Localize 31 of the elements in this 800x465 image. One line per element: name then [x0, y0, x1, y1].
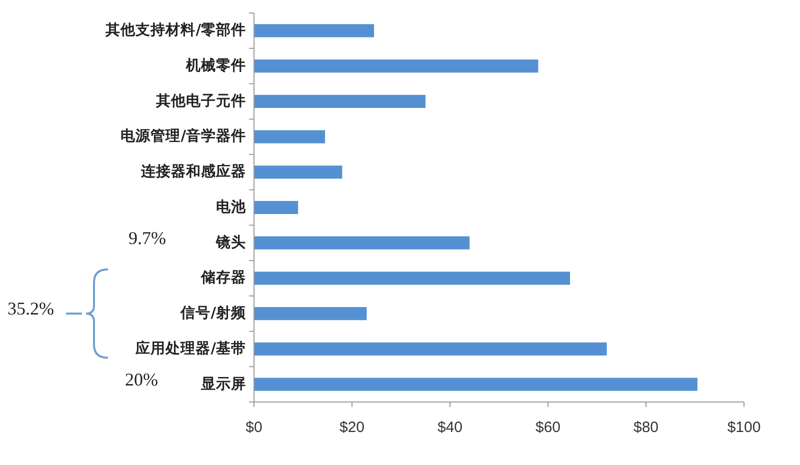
text: 35.2% [8, 298, 54, 319]
bar [254, 378, 698, 391]
y-tick-label: 信号/射频 [180, 304, 247, 322]
y-tick-label: 储存器 [200, 269, 246, 286]
y-tick-label: 其他电子元件 [155, 92, 246, 110]
bar [254, 166, 342, 179]
y-tick-label: 连接器和感应器 [140, 162, 246, 180]
y-tick-label: 其他支持材料/零部件 [104, 20, 246, 39]
bar [254, 130, 326, 144]
bar [254, 342, 607, 356]
y-tick-label: 电源管理/音学器件 [120, 126, 246, 145]
y-tick-label: 显示屏 [200, 375, 246, 392]
bar [254, 94, 426, 108]
y-tick-label: 镜头 [215, 234, 246, 251]
x-tick-label: $60 [535, 419, 561, 436]
bar [254, 236, 470, 250]
x-tick-label: $100 [727, 419, 761, 436]
text: 9.7% [128, 228, 166, 248]
bar [254, 60, 538, 73]
y-tick-label: 应用处理器/基带 [134, 338, 246, 357]
y-tick-label: 机械零件 [185, 57, 246, 74]
x-tick-label: $20 [339, 419, 365, 436]
text: 20% [125, 369, 158, 390]
bar [254, 272, 570, 285]
bar [254, 24, 374, 38]
x-tick-label: $40 [437, 419, 463, 436]
x-tick-label: $80 [633, 419, 659, 436]
y-tick-label: 电池 [216, 198, 247, 216]
bar [254, 307, 367, 320]
bar [254, 200, 298, 214]
x-tick-label: $0 [246, 419, 262, 436]
